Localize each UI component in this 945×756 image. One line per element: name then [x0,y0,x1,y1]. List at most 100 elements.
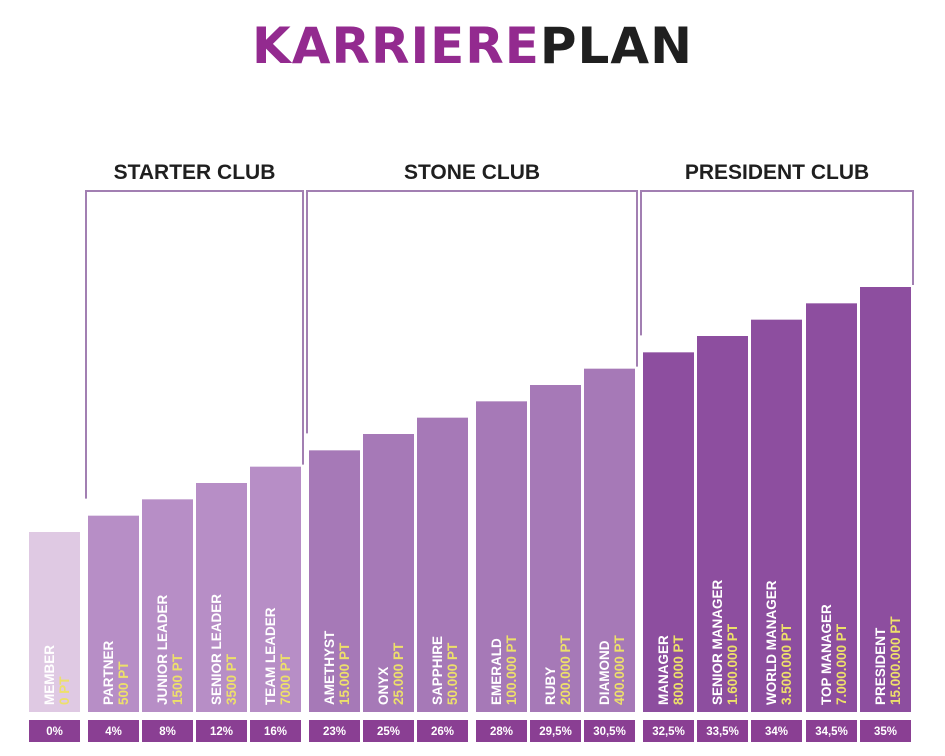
bar-5 [309,450,360,712]
percent-label-2: 8% [159,726,176,738]
bar-label-15: PRESIDENT15.000.000 PT [873,616,903,705]
page-title: KARRIEREPLAN [0,14,945,78]
percent-label-5: 23% [323,726,346,738]
percent-label-6: 25% [377,726,400,738]
bar-12 [697,336,748,712]
bar-label-5: AMETHYST15.000 PT [322,630,352,705]
club-bracket-0 [85,190,304,499]
percent-label-1: 4% [105,726,122,738]
bar-name-6: ONYX [376,667,391,705]
club-bracket-2 [640,190,914,336]
bar-label-9: RUBY200.000 PT [543,634,573,705]
percent-label-11: 32,5% [652,726,685,738]
percent-cell-0 [29,720,80,742]
bar-name-9: RUBY [543,667,558,705]
bar-label-6: ONYX25.000 PT [376,642,406,705]
bar-0 [29,532,80,712]
bar-10 [584,368,635,712]
bar-label-12: SENIOR MANAGER1.600.000 PT [710,579,740,705]
bar-name-7: SAPPHIRE [430,636,445,705]
bar-7 [417,417,468,712]
bar-name-13: WORLD MANAGER [764,580,779,705]
bar-points-14: 7.000.000 PT [834,623,849,705]
bar-name-12: SENIOR MANAGER [710,579,725,705]
bar-label-10: DIAMOND400.000 PT [597,634,627,705]
percent-label-10: 30,5% [593,726,626,738]
percent-cell-11 [643,720,694,742]
percent-cell-5 [309,720,360,742]
bar-name-11: MANAGER [656,635,671,705]
percent-label-4: 16% [264,726,287,738]
bar-points-6: 25.000 PT [391,642,406,705]
bar-6 [363,434,414,712]
bar-name-14: TOP MANAGER [819,604,834,705]
percent-cell-1 [88,720,139,742]
bar-8 [476,401,527,712]
bar-points-12: 1.600.000 PT [725,623,740,705]
bar-points-8: 100.000 PT [504,634,519,705]
percent-cell-15 [860,720,911,742]
title-part-karriere: KARRIERE [252,17,540,75]
bar-label-1: PARTNER500 PT [101,640,131,705]
percent-cell-9 [530,720,581,742]
percent-cell-4 [250,720,301,742]
bar-points-3: 3500 PT [224,653,239,705]
bar-points-7: 50.000 PT [445,642,460,705]
percent-label-9: 29,5% [539,726,572,738]
percent-cell-2 [142,720,193,742]
bar-label-8: EMERALD100.000 PT [489,634,519,705]
percent-label-15: 35% [874,726,897,738]
bar-points-2: 1500 PT [170,653,185,705]
percent-cell-10 [584,720,635,742]
percent-cell-6 [363,720,414,742]
bar-9 [530,385,581,712]
bar-3 [196,483,247,712]
percent-label-13: 34% [765,726,788,738]
club-bracket-1 [306,190,638,434]
bar-points-13: 3.500.000 PT [779,623,794,705]
bar-11 [643,352,694,712]
percent-cell-7 [417,720,468,742]
club-label-0: STARTER CLUB [114,161,276,184]
bar-points-4: 7000 PT [278,653,293,705]
bar-label-7: SAPPHIRE50.000 PT [430,636,460,705]
bar-name-15: PRESIDENT [873,627,888,705]
percent-label-0: 0% [46,726,63,738]
bar-label-0: MEMBER0 PT [42,645,72,705]
bar-name-4: TEAM LEADER [263,607,278,705]
title-part-plan: PLAN [539,17,693,75]
percent-cell-13 [751,720,802,742]
bar-label-14: TOP MANAGER7.000.000 PT [819,604,849,705]
bar-points-0: 0 PT [57,676,72,705]
bar-name-10: DIAMOND [597,640,612,705]
percent-cell-3 [196,720,247,742]
percent-cell-8 [476,720,527,742]
bar-14 [806,303,857,712]
bar-points-1: 500 PT [116,661,131,705]
percent-label-8: 28% [490,726,513,738]
percent-label-12: 33,5% [706,726,739,738]
bar-points-15: 15.000.000 PT [888,616,903,705]
club-label-1: STONE CLUB [404,161,540,184]
bar-name-5: AMETHYST [322,630,337,705]
bar-1 [88,515,139,712]
bar-label-11: MANAGER800.000 PT [656,634,686,705]
bar-points-9: 200.000 PT [558,634,573,705]
bar-4 [250,466,301,712]
percent-label-14: 34,5% [815,726,848,738]
bar-2 [142,499,193,712]
bar-name-2: JUNIOR LEADER [155,594,170,705]
percent-cell-12 [697,720,748,742]
bar-label-2: JUNIOR LEADER1500 PT [155,594,185,705]
percent-label-7: 26% [431,726,454,738]
bar-13 [751,319,802,712]
bar-name-8: EMERALD [489,638,504,705]
club-label-2: PRESIDENT CLUB [685,161,869,184]
percent-cell-14 [806,720,857,742]
bar-label-4: TEAM LEADER7000 PT [263,607,293,705]
bar-15 [860,287,911,712]
bar-name-0: MEMBER [42,645,57,705]
bar-points-11: 800.000 PT [671,634,686,705]
bar-label-3: SENIOR LEADER3500 PT [209,594,239,705]
